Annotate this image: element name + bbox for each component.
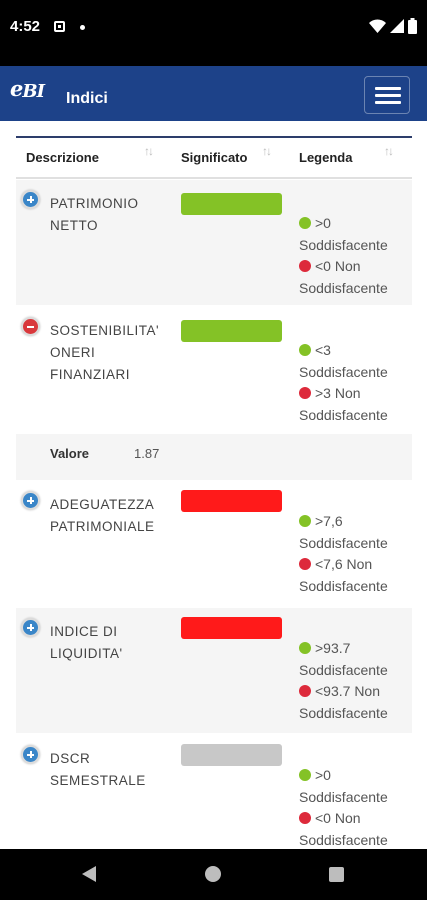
- legend-good-text: >7,6 Soddisfacente: [299, 513, 388, 551]
- red-dot-icon: [299, 685, 311, 698]
- legend-bad-text: <7,6 Non Soddisfacente: [299, 556, 388, 595]
- status-bar-indicator: [181, 320, 282, 342]
- signal-icon: [390, 19, 404, 33]
- table-row[interactable]: DSCR SEMESTRALE >0 Soddisfacente <0 Non …: [16, 735, 412, 848]
- table-header: Descrizione ↑↓ Significato ↑↓ Legenda ↑↓: [16, 138, 412, 179]
- logo-e: e: [10, 76, 23, 101]
- header-legenda[interactable]: Legenda: [299, 150, 353, 165]
- status-bar-indicator: [181, 617, 282, 639]
- red-dot-icon: [299, 260, 311, 273]
- status-bar-indicator: [181, 490, 282, 512]
- sort-significato-icon[interactable]: ↑↓: [262, 144, 272, 158]
- wifi-icon: [369, 19, 386, 33]
- legend-bad: <93.7 Non Soddisfacente: [299, 681, 411, 724]
- red-dot-icon: [299, 387, 311, 400]
- legend-bad-text: <0 Non Soddisfacente: [299, 810, 388, 848]
- row-legend: >0 Soddisfacente <0 Non Soddisfacente: [299, 213, 411, 300]
- ebi-logo[interactable]: eBI: [10, 76, 45, 102]
- navigation-bar: [0, 849, 427, 900]
- page-title: Indici: [66, 90, 108, 107]
- green-dot-icon: [299, 642, 311, 654]
- legend-bad-text: >3 Non Soddisfacente: [299, 385, 388, 424]
- expand-row-icon[interactable]: [21, 745, 40, 764]
- row-legend: <3 Soddisfacente >3 Non Soddisfacente: [299, 340, 411, 427]
- legend-bad-text: <0 Non Soddisfacente: [299, 258, 388, 297]
- expand-row-icon[interactable]: [21, 190, 40, 209]
- red-dot-icon: [299, 812, 311, 825]
- row-description: ADEGUATEZZA PATRIMONIALE: [50, 497, 155, 534]
- table-row[interactable]: INDICE DI LIQUIDITA' >93.7 Soddisfacente…: [16, 608, 412, 733]
- row-description: PATRIMONIO NETTO: [50, 196, 139, 233]
- header-significato[interactable]: Significato: [181, 150, 248, 165]
- table-top-border: [16, 136, 412, 138]
- header-descrizione[interactable]: Descrizione: [26, 150, 99, 165]
- legend-bad: <0 Non Soddisfacente: [299, 808, 411, 848]
- hamburger-menu-icon[interactable]: [364, 76, 410, 114]
- legend-bad: <7,6 Non Soddisfacente: [299, 554, 411, 597]
- app-bar: eBI Indici: [0, 66, 427, 121]
- legend-good-text: >0 Soddisfacente: [299, 215, 388, 253]
- legend-good-text: <3 Soddisfacente: [299, 342, 388, 380]
- red-dot-icon: [299, 558, 311, 571]
- notification-dot-icon: [80, 25, 85, 30]
- legend-good: >0 Soddisfacente: [299, 213, 411, 256]
- legend-good-text: >93.7 Soddisfacente: [299, 640, 388, 678]
- green-dot-icon: [299, 344, 311, 356]
- back-icon[interactable]: [82, 866, 96, 882]
- row-description: INDICE DI LIQUIDITA': [50, 624, 123, 661]
- battery-icon: [408, 18, 417, 34]
- row-description: DSCR SEMESTRALE: [50, 751, 146, 788]
- green-dot-icon: [299, 217, 311, 229]
- status-icons: [369, 17, 417, 35]
- collapse-row-icon[interactable]: [21, 317, 40, 336]
- legend-good: >93.7 Soddisfacente: [299, 638, 411, 681]
- status-bar-indicator: [181, 744, 282, 766]
- legend-good-text: >0 Soddisfacente: [299, 767, 388, 805]
- recents-icon[interactable]: [329, 867, 344, 882]
- legend-good: <3 Soddisfacente: [299, 340, 411, 383]
- table-row[interactable]: PATRIMONIO NETTO >0 Soddisfacente <0 Non…: [16, 180, 412, 305]
- detail-value: 1.87: [134, 446, 160, 461]
- sort-descrizione-icon[interactable]: ↑↓: [144, 144, 154, 158]
- status-bar: 4:52: [0, 0, 427, 66]
- status-time: 4:52: [10, 18, 41, 35]
- sort-legenda-icon[interactable]: ↑↓: [384, 144, 394, 158]
- green-dot-icon: [299, 515, 311, 527]
- table-row[interactable]: ADEGUATEZZA PATRIMONIALE >7,6 Soddisface…: [16, 481, 412, 606]
- table-row[interactable]: SOSTENIBILITA' ONERI FINANZIARI <3 Soddi…: [16, 307, 412, 432]
- row-legend: >93.7 Soddisfacente <93.7 Non Soddisface…: [299, 638, 411, 725]
- row-legend: >0 Soddisfacente <0 Non Soddisfacente: [299, 765, 411, 848]
- legend-bad: >3 Non Soddisfacente: [299, 383, 411, 426]
- logo-bi: BI: [22, 81, 45, 102]
- expand-row-icon[interactable]: [21, 618, 40, 637]
- row-description: SOSTENIBILITA' ONERI FINANZIARI: [50, 323, 160, 382]
- home-icon[interactable]: [205, 866, 221, 882]
- legend-bad-text: <93.7 Non Soddisfacente: [299, 683, 388, 722]
- green-dot-icon: [299, 769, 311, 781]
- row-legend: >7,6 Soddisfacente <7,6 Non Soddisfacent…: [299, 511, 411, 598]
- legend-good: >0 Soddisfacente: [299, 765, 411, 808]
- legend-good: >7,6 Soddisfacente: [299, 511, 411, 554]
- indices-table: Descrizione ↑↓ Significato ↑↓ Legenda ↑↓…: [16, 136, 412, 848]
- row-detail: Valore 1.87: [16, 434, 412, 480]
- detail-label: Valore: [50, 446, 90, 461]
- legend-bad: <0 Non Soddisfacente: [299, 256, 411, 299]
- expand-row-icon[interactable]: [21, 491, 40, 510]
- status-bar-indicator: [181, 193, 282, 215]
- sim-card-icon: [54, 21, 65, 32]
